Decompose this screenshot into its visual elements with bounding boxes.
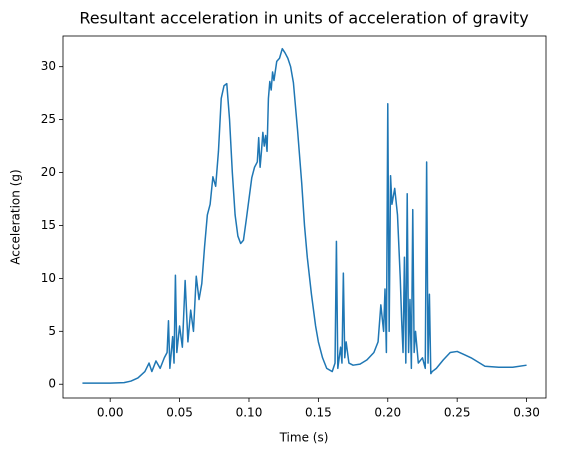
chart-title: Resultant acceleration in units of accel… xyxy=(79,9,528,28)
y-tick-label: 0 xyxy=(48,377,56,391)
data-line xyxy=(82,47,527,384)
y-tick-label: 10 xyxy=(41,271,56,285)
x-tick-label: 0.15 xyxy=(305,406,332,420)
x-tick-label: 0.25 xyxy=(444,406,471,420)
x-tick-label: 0.30 xyxy=(513,406,540,420)
x-tick-label: 0.00 xyxy=(97,406,124,420)
x-tick-label: 0.20 xyxy=(374,406,401,420)
y-tick-label: 25 xyxy=(41,112,56,126)
y-tick-label: 20 xyxy=(41,165,56,179)
x-tick-label: 0.10 xyxy=(236,406,263,420)
y-axis-label: Acceleration (g) xyxy=(9,169,23,264)
axes-frame xyxy=(62,35,547,399)
x-tick-label: 0.05 xyxy=(166,406,193,420)
y-tick-label: 5 xyxy=(48,324,56,338)
y-tick-label: 30 xyxy=(41,59,56,73)
y-tick-label: 15 xyxy=(41,218,56,232)
x-axis-label: Time (s) xyxy=(279,431,329,445)
